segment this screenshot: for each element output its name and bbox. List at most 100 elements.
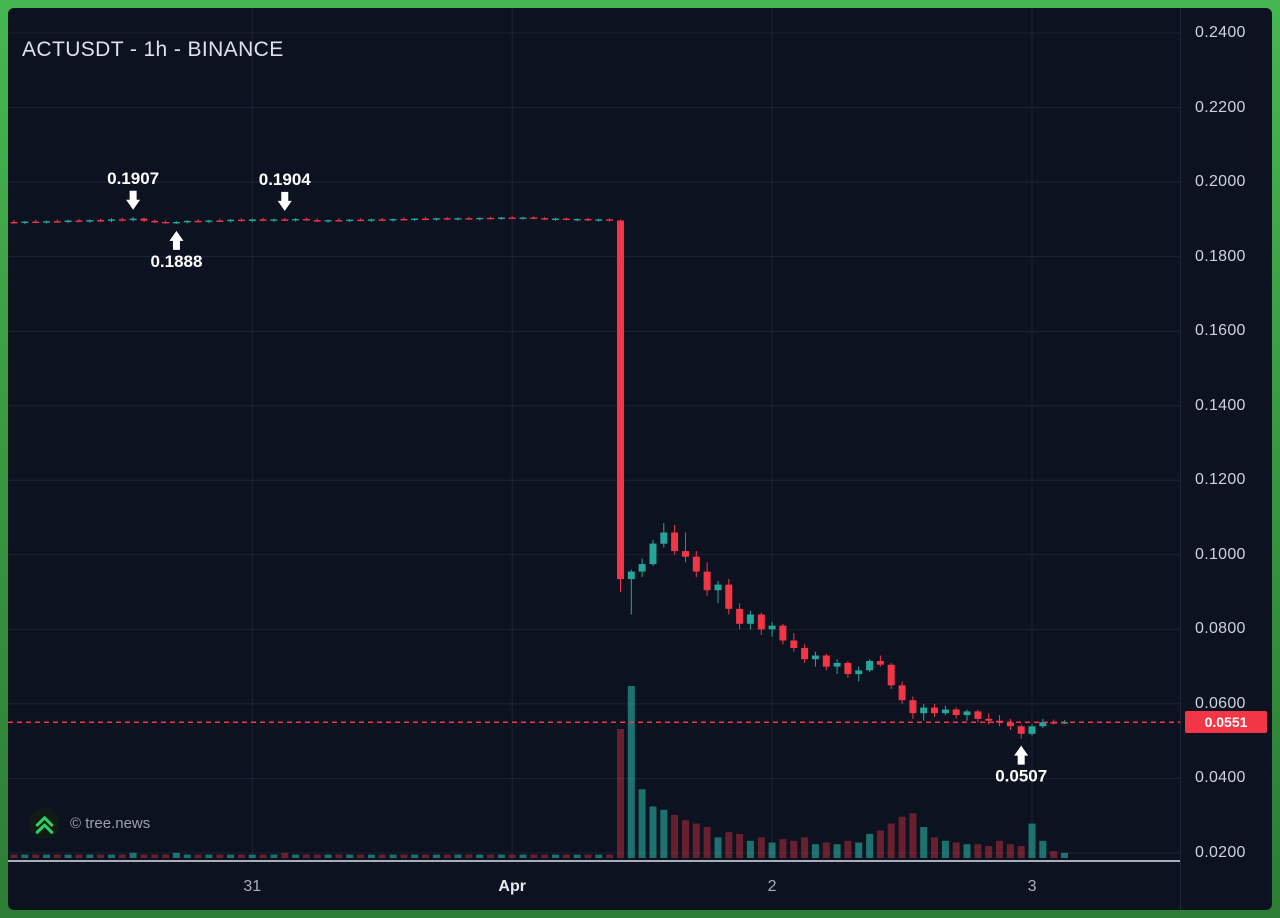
volume-bar [638,789,646,858]
price-axis-label: 0.2400 [1195,24,1246,41]
candle-body [757,614,765,630]
candle-body [302,219,310,221]
volume-bar [422,854,429,858]
volume-bar [389,854,397,858]
candle-body [216,220,224,222]
volume-bar [292,854,300,858]
volume-bar [855,842,863,858]
annotation-label: 0.1888 [150,252,202,271]
volume-bar [140,854,148,858]
time-axis-label: 3 [1027,878,1037,895]
volume-bar [1039,840,1047,858]
volume-bar [833,844,841,858]
volume-bar [1017,846,1025,858]
candle-body [53,221,61,223]
candle-body [75,220,83,222]
volume-bar [43,854,50,858]
volume-bar [963,844,971,858]
volume-bar [454,854,462,858]
volume-bar [270,854,278,858]
price-axis-label: 0.1000 [1195,545,1246,563]
volume-bar [909,813,917,858]
volume-bar [746,840,754,858]
annotation-label: 0.1907 [107,169,159,188]
volume-bar [227,854,235,858]
volume-bar [757,837,765,858]
volume-bar [411,854,419,858]
volume-bar [541,854,549,858]
volume-bar [660,809,668,858]
candlestick-chart[interactable]: 0.1907 0.1888 0.1904 0.0507 ACTUSDT - 1h - … [8,8,1180,860]
candle-body [97,220,105,222]
volume-bar [162,854,170,858]
time-axis[interactable]: 31 Apr 2 3 [8,860,1180,910]
candle-body [811,655,819,660]
volume-bar [714,837,722,858]
volume-bar [887,823,895,858]
chart-window: 0.1907 0.1888 0.1904 0.0507 ACTUSDT - 1h - … [8,8,1272,910]
volume-bar [671,815,679,858]
candle-body [1028,726,1036,734]
candle-body [519,217,527,219]
candle-body [627,571,635,580]
volume-bar [941,840,949,858]
price-axis-label: 0.1600 [1195,322,1246,340]
candle-body [530,217,538,219]
volume-bar [606,854,614,858]
candle-body [562,218,570,220]
candle-body [259,219,267,221]
candle-body [21,221,29,223]
volume-bar [476,854,484,858]
volume-bar [183,854,191,858]
volume-bar [627,686,635,858]
candle-body [736,608,744,624]
volume-bar [779,839,787,858]
candle-body [281,219,289,221]
volume-bar [357,854,365,858]
candle-body [974,711,982,719]
volume-bar [313,854,321,858]
volume-bar [86,854,94,858]
price-axis[interactable]: 0.0551 0.2400 0.2200 0.2000 0.1800 0.1600 0.1… [1180,8,1272,910]
volume-bar [443,854,451,858]
chart-canvas[interactable]: 0.1907 0.1888 0.1904 0.0507 [8,8,1180,860]
volume-bar [1006,844,1014,858]
candle-body [541,218,549,220]
candle-body [952,709,960,716]
candle-body [790,640,798,648]
candle-body [465,218,473,220]
candle-body [833,662,841,667]
volume-bar [573,854,581,858]
candle-body [443,218,451,220]
volume-bar [530,854,538,858]
volume-bar [703,827,711,858]
volume-bar [974,844,982,858]
candle-body [1006,722,1014,727]
annotation-arrow [169,230,184,250]
candle-body [162,222,170,224]
volume-bar [324,854,332,858]
candle-body [432,218,440,220]
volume-bar [172,852,180,858]
chart-title: ACTUSDT - 1h - BINANCE [22,38,284,61]
candle-body [768,625,776,630]
volume-bar [866,833,874,858]
volume-bar [53,854,61,858]
volume-bar [552,854,559,858]
candle-body [118,219,126,221]
annotation-label: 0.1904 [259,170,312,189]
candle-body [292,219,300,221]
candle-body [172,222,180,224]
candle-body [801,648,809,660]
candle-body [324,220,332,222]
volume-bar [682,820,689,858]
candle-body [248,219,256,221]
candle-body [779,625,787,641]
candle-body [378,219,386,221]
candle-body [367,219,375,221]
candle-body [660,532,668,544]
candle-body [703,571,711,591]
candle-body [1039,722,1047,727]
candle-body [43,221,50,223]
volume-bar [595,854,603,858]
